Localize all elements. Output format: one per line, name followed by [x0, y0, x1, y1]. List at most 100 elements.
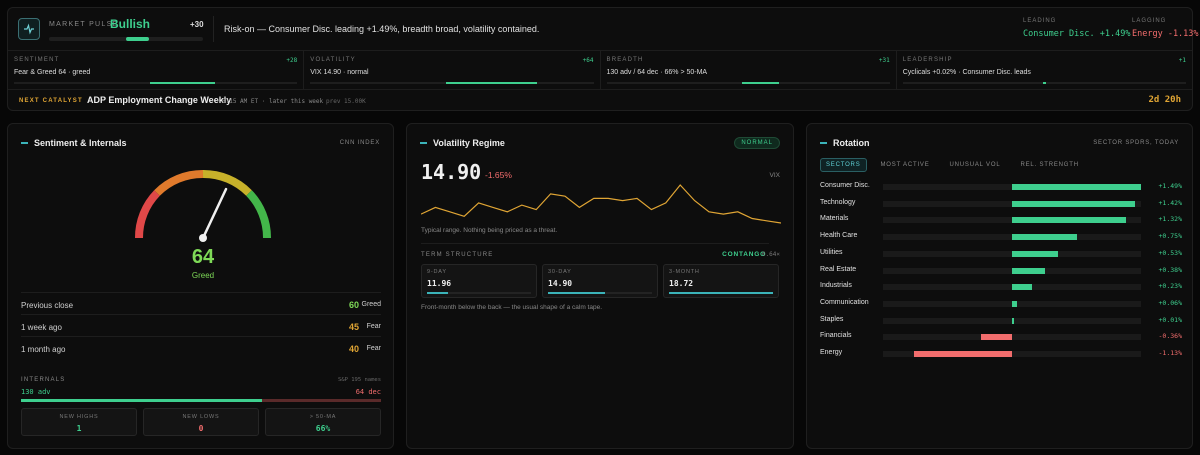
- vix-line-chart: [421, 184, 781, 224]
- sector-track: [883, 317, 1141, 324]
- sector-row[interactable]: Communication +0.06%: [820, 298, 1182, 310]
- tab-rel-strength[interactable]: REL. STRENGTH: [1020, 162, 1079, 168]
- sector-name: Technology: [820, 198, 856, 206]
- volatility-card: Volatility Regime NORMAL 14.90 -1.65% VI…: [406, 123, 794, 449]
- term-9day: 9-DAY 11.96: [421, 264, 537, 298]
- sector-name: Industrials: [820, 282, 852, 290]
- card-subtitle: CNN INDEX: [339, 140, 380, 146]
- sector-track: [883, 250, 1141, 257]
- sector-change: +0.01%: [1158, 315, 1182, 324]
- sector-change: +0.38%: [1158, 265, 1182, 274]
- tab-most-active[interactable]: MOST ACTIVE: [880, 162, 930, 168]
- sentiment-card: Sentiment & Internals CNN INDEX 64 Greed…: [7, 123, 394, 449]
- sector-change: +0.53%: [1158, 248, 1182, 257]
- lagging-block: LAGGING Energy -1.13%: [1132, 18, 1199, 39]
- sector-row[interactable]: Utilities +0.53%: [820, 248, 1182, 260]
- vix-note: Typical range. Nothing being priced as a…: [421, 227, 558, 234]
- sector-row[interactable]: Health Care +0.75%: [820, 231, 1182, 243]
- sector-name: Real Estate: [820, 265, 857, 273]
- card-subtitle: SECTOR SPDRS, TODAY: [1093, 140, 1179, 146]
- history-row: 1 month ago 40 Fear: [21, 336, 381, 358]
- sector-bar: [1012, 300, 1018, 307]
- decliners: 64 dec: [355, 388, 381, 396]
- leading-block: LEADING Consumer Disc. +1.49%: [1023, 18, 1130, 39]
- metric-score: +31: [878, 57, 890, 64]
- metric-score: +1: [1178, 57, 1186, 64]
- advancers: 130 adv: [21, 388, 51, 396]
- term-note: Front-month below the back — the usual s…: [421, 304, 603, 311]
- metric-desc: Fear & Greed 64 · greed: [14, 69, 91, 76]
- gauge-svg: [134, 169, 272, 242]
- sector-row[interactable]: Technology +1.42%: [820, 198, 1182, 210]
- sector-name: Financials: [820, 332, 852, 340]
- metric-volatility[interactable]: VOLATILITY +64 VIX 14.90 · normal: [304, 51, 601, 89]
- sector-track: [883, 334, 1141, 341]
- vix-change: -1.65%: [485, 170, 512, 180]
- sector-track: [883, 300, 1141, 307]
- sector-change: +0.06%: [1158, 298, 1182, 307]
- lagging-value: Energy -1.13%: [1132, 29, 1199, 39]
- gauge-value: 64: [191, 246, 215, 268]
- card-title: Volatility Regime: [420, 138, 505, 148]
- stat-above-50ma: > 50-MA 66%: [265, 408, 381, 436]
- leading-value: Consumer Disc. +1.49%: [1023, 29, 1131, 39]
- sector-row[interactable]: Consumer Disc. +1.49%: [820, 181, 1182, 193]
- sector-change: +1.49%: [1158, 182, 1182, 190]
- vix-label: VIX: [769, 172, 780, 179]
- market-pulse-panel: MARKET PULSE Bullish +30 Risk-on — Consu…: [7, 7, 1199, 112]
- sector-name: Utilities: [820, 248, 843, 256]
- sector-track: [883, 234, 1141, 241]
- gauge-needle: [201, 187, 228, 240]
- tab-sectors[interactable]: SECTORS: [820, 158, 867, 172]
- sector-track: [883, 184, 1141, 190]
- sector-track: [883, 351, 1141, 357]
- sector-change: -0.36%: [1158, 332, 1182, 341]
- sector-name: Staples: [820, 315, 844, 323]
- metric-sentiment[interactable]: SENTIMENT +28 Fear & Greed 64 · greed: [8, 51, 305, 89]
- metric-breadth[interactable]: BREADTH +31 130 adv / 64 dec · 66% > 50-…: [601, 51, 897, 89]
- sector-row[interactable]: Financials -0.36%: [820, 331, 1182, 343]
- history-row: Previous close 60 Greed: [21, 292, 381, 314]
- pulse-icon: [18, 18, 40, 40]
- sector-row[interactable]: Materials +1.32%: [820, 214, 1182, 226]
- leading-label: LEADING: [1023, 18, 1057, 24]
- metric-title: SENTIMENT: [14, 57, 60, 63]
- gauge-rating: Greed: [191, 271, 215, 280]
- regime-badge: NORMAL: [734, 137, 780, 149]
- vix-series-line: [421, 184, 781, 224]
- stat-new-highs: NEW HIGHS 1: [21, 408, 137, 436]
- pulse-meter: [49, 37, 203, 41]
- sector-row[interactable]: Energy -1.13%: [820, 348, 1182, 360]
- catalyst-name: ADP Employment Change Weekly: [87, 95, 232, 105]
- sector-bar: [1012, 234, 1077, 241]
- sector-change: +1.42%: [1158, 198, 1182, 207]
- metric-desc: 130 adv / 64 dec · 66% > 50-MA: [606, 69, 708, 76]
- sector-change: -1.13%: [1158, 349, 1182, 357]
- sector-row[interactable]: Real Estate +0.38%: [820, 265, 1182, 277]
- lagging-label: LAGGING: [1132, 18, 1167, 24]
- sector-bar: [1012, 267, 1045, 274]
- sector-name: Health Care: [820, 232, 858, 240]
- sector-track: [883, 267, 1141, 274]
- sector-name: Communication: [820, 298, 869, 306]
- next-catalyst[interactable]: NEXT CATALYST ADP Employment Change Week…: [8, 90, 1192, 112]
- catalyst-prev: prev 15.00K: [326, 98, 366, 105]
- sector-row[interactable]: Industrials +0.23%: [820, 281, 1182, 293]
- sector-row[interactable]: Staples +0.01%: [820, 315, 1182, 327]
- term-30day: 30-DAY 14.90: [542, 264, 658, 298]
- stat-new-lows: NEW LOWS 0: [143, 408, 259, 436]
- history-row: 1 week ago 45 Fear: [21, 314, 381, 336]
- pulse-score: +30: [190, 20, 204, 29]
- pulse-summary: Risk-on — Consumer Disc. leading +1.49%,…: [224, 24, 540, 34]
- metric-leadership[interactable]: LEADERSHIP +1 Cyclicals +0.02% · Consume…: [897, 51, 1192, 89]
- term-3month: 3-MONTH 18.72: [663, 264, 779, 298]
- card-title: Sentiment & Internals: [21, 138, 127, 148]
- metric-desc: Cyclicals +0.02% · Consumer Disc. leads: [902, 69, 1031, 76]
- sector-name: Energy: [820, 349, 843, 356]
- sector-bar: [1012, 317, 1014, 324]
- catalyst-label: NEXT CATALYST: [19, 98, 83, 104]
- sector-change: +0.75%: [1158, 232, 1182, 241]
- rotation-tabs: SECTORS MOST ACTIVE UNUSUAL VOL REL. STR…: [820, 158, 1085, 172]
- tab-unusual-vol[interactable]: UNUSUAL VOL: [949, 162, 1001, 168]
- metrics-strip: SENTIMENT +28 Fear & Greed 64 · greed VO…: [8, 50, 1192, 90]
